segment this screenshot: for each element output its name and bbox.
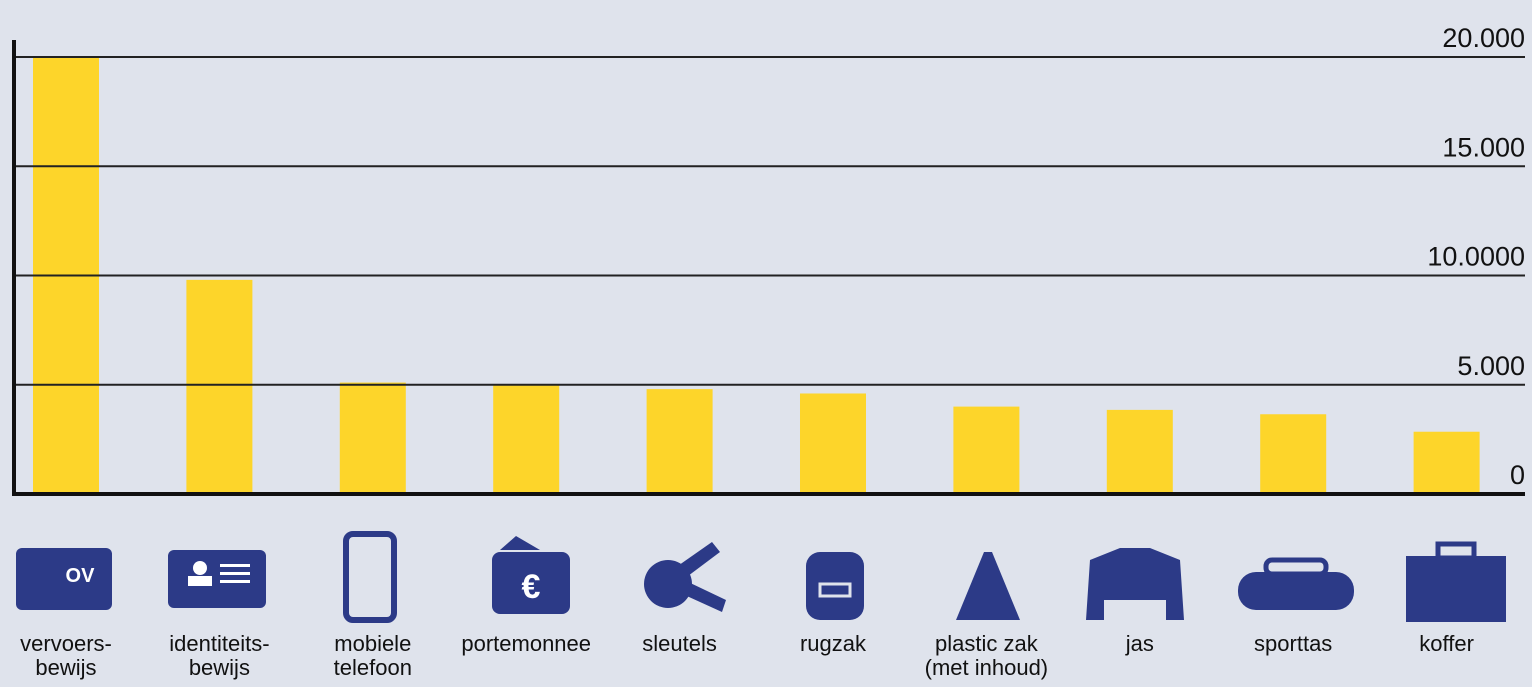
x-tick-label: mobiele telefoon	[333, 631, 412, 680]
backpack-icon-part	[818, 582, 852, 598]
y-tick-label: 15.000	[1442, 132, 1525, 162]
phone-icon	[343, 531, 397, 623]
bar	[1260, 414, 1327, 494]
sportsbag-icon-part	[1263, 557, 1329, 577]
icons: OV €	[16, 531, 1506, 623]
bar	[1413, 431, 1480, 494]
x-tick-label: jas	[1125, 631, 1154, 656]
x-tick-label: koffer	[1419, 631, 1474, 656]
bar	[1106, 409, 1173, 494]
id-icon	[168, 550, 266, 608]
x-tick-label: sleutels	[642, 631, 717, 656]
bag-icon	[956, 552, 1020, 620]
y-tick-label: 20.000	[1442, 23, 1525, 53]
bar	[339, 382, 406, 494]
x-tick-label: rugzak	[799, 631, 867, 656]
bar	[493, 384, 560, 494]
x-tick-label: identiteits- bewijs	[169, 631, 270, 680]
id-icon-part	[220, 580, 250, 583]
bar	[186, 279, 253, 494]
id-icon-part	[188, 576, 212, 586]
ticket-icon	[16, 548, 112, 610]
x-tick-label: plastic zak (met inhoud)	[924, 631, 1049, 680]
x-tick-label: portemonnee	[461, 631, 592, 656]
jacket-icon	[1086, 548, 1184, 620]
suitcase-icon-part	[1435, 541, 1477, 561]
y-tick-label: 0	[1510, 460, 1525, 490]
key-icon-part	[672, 542, 720, 582]
bar	[646, 389, 713, 494]
id-icon-part	[220, 564, 250, 567]
icon-text: OV	[66, 565, 96, 587]
suitcase-icon	[1406, 556, 1506, 622]
bar	[800, 393, 866, 494]
id-icon-part	[220, 572, 250, 575]
y-tick-label: 10.0000	[1427, 242, 1525, 272]
id-icon-part	[193, 561, 207, 575]
x-tick-label: sporttas	[1254, 631, 1333, 656]
wallet-icon	[492, 552, 570, 614]
x-tick-label: vervoers- bewijs	[20, 631, 112, 680]
y-tick-label: 5.000	[1457, 351, 1525, 381]
key-icon-part	[678, 580, 726, 612]
backpack-icon	[806, 552, 864, 620]
wallet-icon-part	[500, 536, 540, 550]
wallet-icon-part: €	[522, 568, 541, 606]
bar	[953, 406, 1020, 494]
sportsbag-icon	[1238, 572, 1354, 610]
